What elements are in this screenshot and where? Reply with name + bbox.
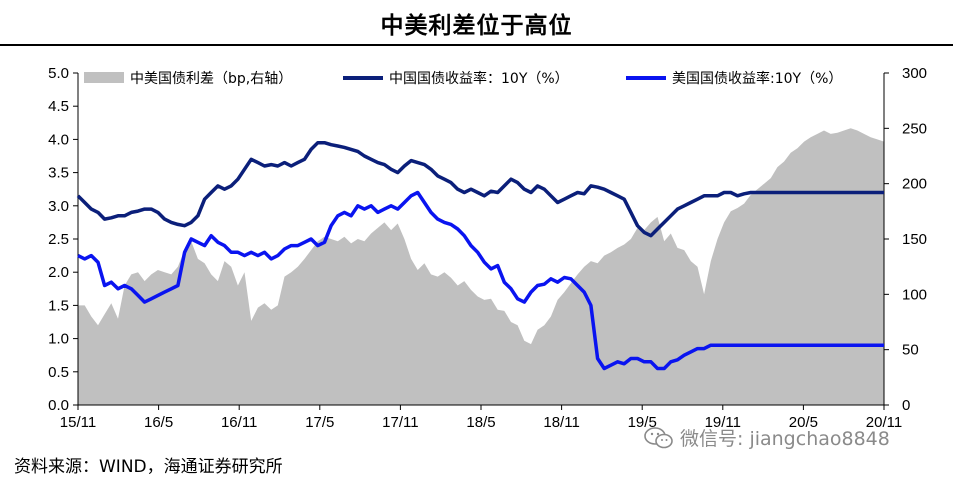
x-tick-label: 20/11	[866, 414, 902, 431]
right-tick-label: 300	[902, 65, 927, 82]
x-tick-label: 18/11	[543, 414, 579, 431]
x-tick-label: 20/5	[789, 414, 818, 431]
legend: 中美国债利差（bp,右轴） 中国国债收益率：10Y（%） 美国国债收益率:10Y（%…	[84, 70, 842, 87]
legend-item-us: 美国国债收益率:10Y（%）	[672, 70, 842, 87]
x-tick-label: 16/5	[144, 414, 173, 431]
left-tick-label: 4.5	[48, 98, 69, 115]
left-tick-label: 0.0	[48, 397, 69, 414]
left-tick-label: 5.0	[48, 65, 69, 82]
lines-layer	[76, 140, 884, 371]
left-tick-label: 3.5	[48, 165, 69, 182]
left-tick-label: 2.0	[48, 264, 69, 281]
axes-layer: 0.0 0.5 1.0 1.5 2.0 2.5 3.0 3.5 4.0 4.5 5.0 0 50 100 1…	[48, 65, 927, 431]
right-tick-label: 200	[902, 176, 927, 193]
left-tick-label: 3.0	[48, 198, 69, 215]
wechat-icon	[644, 426, 673, 448]
left-tick-label: 2.5	[48, 231, 69, 248]
left-tick-label: 0.5	[48, 364, 69, 381]
legend-swatch-spread	[84, 72, 124, 83]
right-tick-label: 50	[902, 342, 919, 359]
watermark: 微信号: jiangchao8848	[644, 424, 890, 451]
legend-item-spread: 中美国债利差（bp,右轴）	[130, 71, 292, 87]
x-tick-label: 17/5	[305, 414, 334, 431]
x-tick-label: 18/5	[466, 414, 495, 431]
left-tick-label: 4.0	[48, 131, 69, 148]
spread-area	[78, 128, 884, 406]
watermark-text: 微信号: jiangchao8848	[680, 428, 890, 450]
right-tick-label: 0	[902, 397, 910, 414]
left-tick-label: 1.0	[48, 331, 69, 348]
x-tick-label: 19/5	[628, 414, 657, 431]
x-tick-label: 17/11	[382, 414, 418, 431]
left-tick-label: 1.5	[48, 297, 69, 314]
page-title: 中美利差位于高位	[380, 12, 573, 39]
spread-area-layer	[78, 128, 884, 406]
right-tick-label: 100	[902, 286, 927, 303]
x-tick-label: 15/11	[60, 414, 96, 431]
china-yield-line	[76, 140, 884, 238]
x-tick-label: 16/11	[221, 414, 257, 431]
legend-item-china: 中国国债收益率：10Y（%）	[389, 70, 569, 87]
x-tick-label: 19/11	[705, 414, 741, 431]
source-note: 资料来源：WIND，海通证券研究所	[14, 457, 283, 477]
title-rule	[0, 44, 953, 46]
right-tick-label: 250	[902, 120, 927, 137]
us-yield-line	[77, 190, 884, 371]
right-tick-label: 150	[902, 231, 927, 248]
